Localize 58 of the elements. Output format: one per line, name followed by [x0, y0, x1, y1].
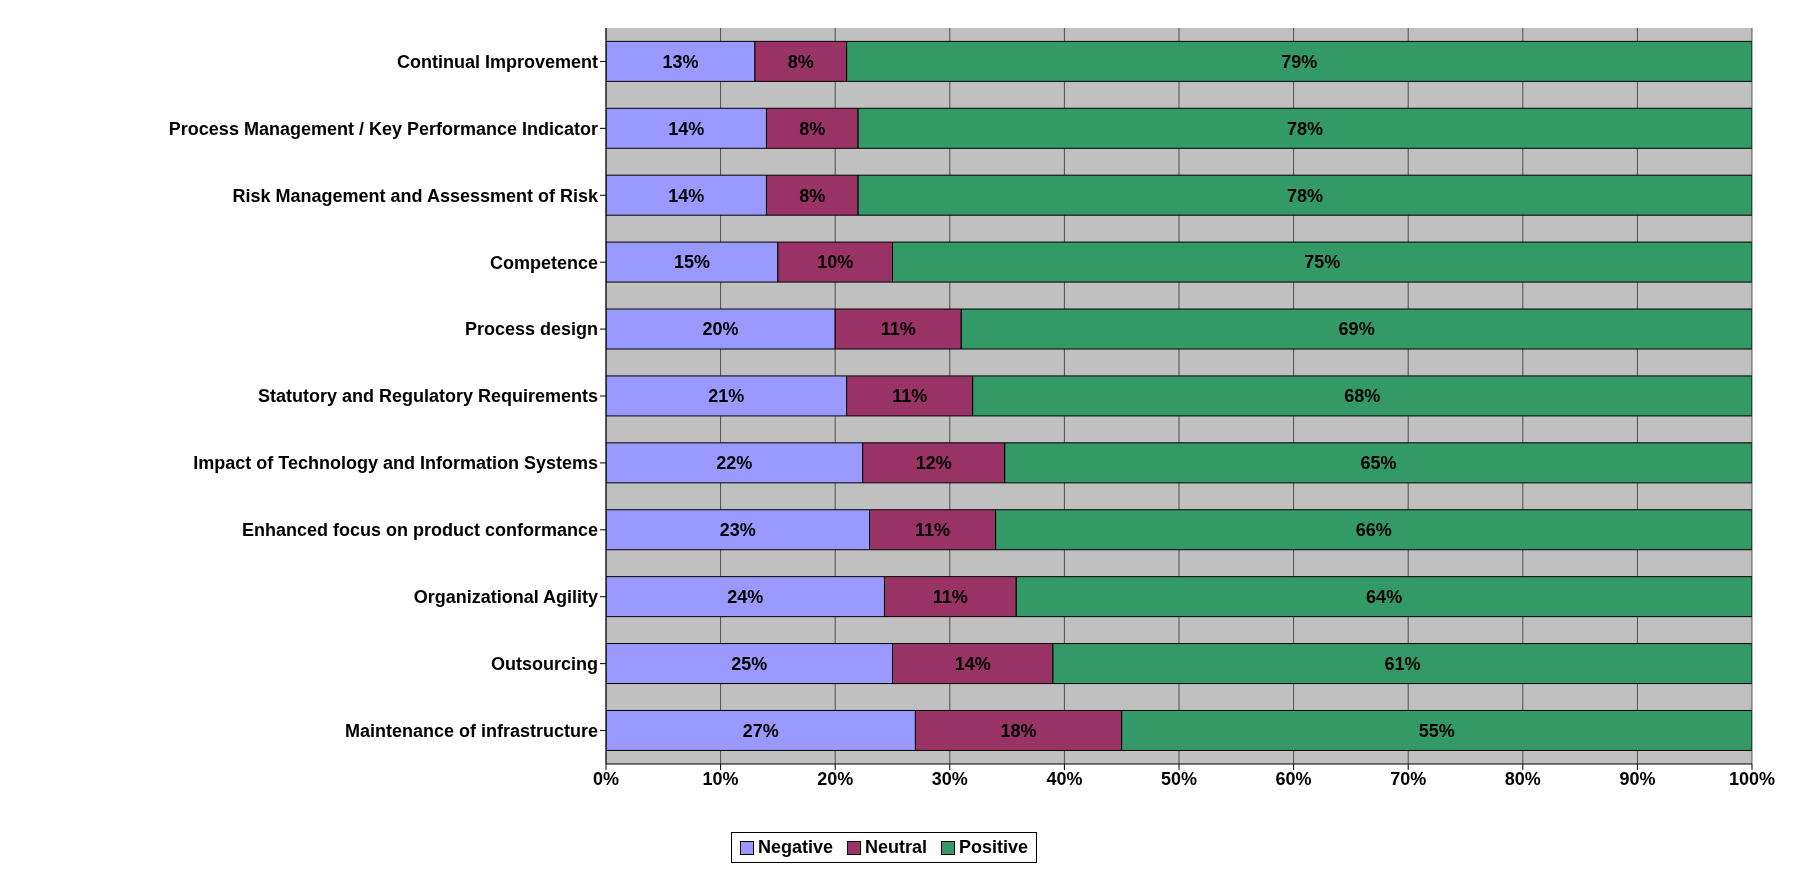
- data-label: 66%: [1355, 520, 1392, 541]
- data-label: 22%: [716, 453, 753, 474]
- y-tick-label: Statutory and Regulatory Requirements: [257, 386, 598, 407]
- data-label: 20%: [702, 319, 739, 340]
- data-label: 64%: [1366, 587, 1403, 608]
- data-label: 27%: [742, 720, 779, 741]
- data-label: 8%: [799, 118, 826, 139]
- data-label: 14%: [668, 185, 705, 206]
- data-label: 61%: [1384, 653, 1421, 674]
- data-label: 78%: [1287, 185, 1324, 206]
- y-tick-label: Competence: [489, 252, 598, 273]
- legend-label: Positive: [959, 837, 1029, 858]
- x-tick-label: 40%: [1046, 768, 1083, 789]
- data-label: 25%: [731, 653, 768, 674]
- data-label: 8%: [799, 185, 826, 206]
- x-tick-label: 0%: [592, 768, 620, 789]
- y-tick-label: Continual Improvement: [396, 51, 598, 72]
- x-tick-label: 20%: [817, 768, 854, 789]
- data-label: 21%: [708, 386, 745, 407]
- y-tick-label: Outsourcing: [491, 654, 598, 675]
- data-label: 8%: [787, 51, 814, 72]
- data-label: 14%: [954, 653, 991, 674]
- y-tick-label: Process Management / Key Performance Indicator: [168, 118, 598, 139]
- legend-label: Negative: [757, 837, 833, 858]
- data-label: 75%: [1304, 252, 1341, 273]
- data-label: 69%: [1338, 319, 1375, 340]
- legend-label: Neutral: [865, 837, 928, 858]
- data-label: 11%: [880, 319, 916, 340]
- x-tick-label: 90%: [1619, 768, 1656, 789]
- x-tick-label: 10%: [702, 768, 739, 789]
- data-label: 12%: [915, 453, 952, 474]
- data-label: 13%: [662, 51, 699, 72]
- x-tick-label: 100%: [1728, 768, 1776, 789]
- data-label: 79%: [1281, 51, 1318, 72]
- y-tick-label: Organizational Agility: [413, 587, 598, 608]
- x-tick-label: 70%: [1390, 768, 1427, 789]
- y-tick-label: Impact of Technology and Information Systems: [193, 453, 598, 474]
- data-label: 11%: [915, 520, 951, 541]
- data-label: 68%: [1344, 386, 1381, 407]
- x-tick-label: 50%: [1160, 768, 1198, 789]
- data-label: 23%: [719, 520, 756, 541]
- y-tick-label: Maintenance of infrastructure: [344, 720, 598, 741]
- x-tick-label: 60%: [1275, 768, 1312, 789]
- x-tick-label: 30%: [931, 768, 968, 789]
- data-label: 65%: [1360, 453, 1397, 474]
- data-label: 78%: [1287, 118, 1324, 139]
- data-label: 24%: [727, 587, 764, 608]
- y-tick-label: Risk Management and Assessment of Risk: [232, 185, 599, 206]
- y-tick-label: Enhanced focus on product conformance: [241, 520, 598, 541]
- data-label: 11%: [932, 587, 968, 608]
- data-label: 11%: [892, 386, 928, 407]
- x-tick-label: 80%: [1504, 768, 1541, 789]
- data-label: 15%: [673, 252, 710, 273]
- data-label: 10%: [817, 252, 854, 273]
- data-label: 14%: [668, 118, 705, 139]
- y-tick-label: Process design: [464, 319, 598, 340]
- data-label: 55%: [1418, 720, 1455, 741]
- data-label: 18%: [1000, 720, 1037, 741]
